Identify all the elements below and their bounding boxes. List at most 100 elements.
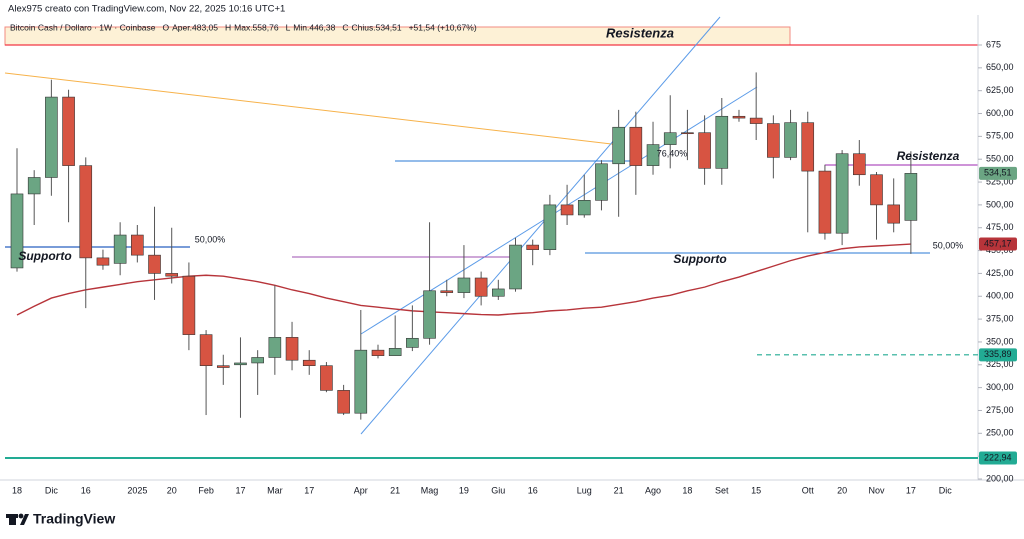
trend-line bbox=[4, 72, 621, 146]
annotation: 50,00% bbox=[933, 240, 964, 250]
candle-body bbox=[234, 362, 247, 366]
annotation: Supporto bbox=[18, 249, 71, 263]
legend-item: L bbox=[286, 22, 291, 32]
y-tick-label: 650,00 bbox=[986, 62, 1014, 72]
annotation: 50,00% bbox=[195, 234, 226, 244]
x-tick-label: Lug bbox=[577, 485, 592, 495]
candle-body bbox=[801, 122, 815, 172]
x-tick-label: Nov bbox=[868, 485, 885, 495]
channel-line bbox=[360, 16, 721, 435]
legend-item: Aper.483,05 bbox=[172, 22, 218, 32]
candle-body bbox=[440, 290, 454, 293]
candle-body bbox=[767, 123, 780, 158]
candle-body bbox=[646, 144, 660, 166]
logo-mark bbox=[18, 513, 24, 519]
moving-average bbox=[16, 243, 911, 316]
legend-item: Min.446,38 bbox=[293, 22, 335, 32]
x-tick-label: Mar bbox=[267, 485, 283, 495]
y-tick-label: 525,00 bbox=[986, 176, 1014, 186]
x-tick-label: 21 bbox=[614, 485, 624, 495]
x-tick-label: 17 bbox=[906, 485, 916, 495]
x-tick-label: 19 bbox=[459, 485, 469, 495]
price-label-box bbox=[979, 166, 1017, 180]
candle-body bbox=[835, 153, 849, 234]
candle-body bbox=[423, 290, 436, 339]
x-tick-label: 15 bbox=[751, 485, 761, 495]
legend-item: Chius.534,51 bbox=[352, 22, 402, 32]
candle-body bbox=[457, 277, 471, 293]
x-tick-label: Ott bbox=[802, 485, 815, 495]
annotation: Resistenza bbox=[897, 149, 960, 163]
legend-item: O bbox=[163, 22, 170, 32]
y-tick-label: 550,00 bbox=[986, 154, 1014, 164]
x-tick-label: 18 bbox=[682, 485, 692, 495]
annotation: 76,40% bbox=[657, 148, 688, 158]
candle-body bbox=[199, 334, 213, 366]
candle-body bbox=[612, 126, 625, 165]
candle-body bbox=[595, 163, 608, 201]
candle-body bbox=[96, 257, 110, 266]
y-tick-label: 675 bbox=[986, 39, 1001, 49]
candle-body bbox=[715, 115, 729, 169]
header: Alex975 creato con TradingView.com, Nov … bbox=[8, 4, 285, 15]
candle-body bbox=[148, 254, 161, 274]
candle-body bbox=[285, 337, 299, 361]
candle-body bbox=[749, 117, 763, 124]
x-tick-label: Set bbox=[715, 485, 729, 495]
y-tick-label: 325,00 bbox=[986, 359, 1014, 369]
candle-body bbox=[681, 132, 694, 135]
candle-body bbox=[474, 277, 488, 297]
price-label: 457,17 bbox=[984, 238, 1012, 248]
y-tick-label: 275,00 bbox=[986, 405, 1014, 415]
y-tick-label: 200,00 bbox=[986, 473, 1014, 483]
candle-body bbox=[45, 96, 58, 178]
y-tick-label: 625,00 bbox=[986, 85, 1014, 95]
candle-body bbox=[182, 275, 196, 335]
y-tick-label: 300,00 bbox=[986, 382, 1014, 392]
candle-body bbox=[371, 349, 385, 356]
logo-text: TradingView bbox=[33, 511, 115, 527]
candle-body bbox=[131, 234, 144, 256]
candle-body bbox=[560, 204, 574, 216]
x-tick-label: 16 bbox=[81, 485, 91, 495]
candle-body bbox=[526, 244, 540, 250]
y-tick-label: 350,00 bbox=[986, 336, 1014, 346]
candle-body bbox=[302, 359, 316, 366]
candle-body bbox=[577, 200, 591, 216]
candle-body bbox=[870, 174, 883, 206]
candle-body bbox=[887, 204, 900, 224]
candle-body bbox=[629, 126, 643, 166]
candle-body bbox=[251, 357, 264, 364]
logo: TradingView bbox=[6, 511, 115, 527]
legend-item: H bbox=[225, 22, 231, 32]
x-tick-label: Giu bbox=[491, 485, 505, 495]
price-label: 222,94 bbox=[984, 452, 1012, 462]
candle-body bbox=[543, 204, 557, 250]
x-tick-label: 17 bbox=[235, 485, 245, 495]
y-tick-label: 250,00 bbox=[986, 428, 1014, 438]
y-tick-label: 575,00 bbox=[986, 131, 1014, 141]
x-tick-label: Ago bbox=[645, 485, 661, 495]
x-tick-label: 17 bbox=[304, 485, 314, 495]
candle-body bbox=[354, 349, 368, 414]
x-tick-label: Feb bbox=[198, 485, 214, 495]
x-tick-label: Apr bbox=[354, 485, 368, 495]
candle-body bbox=[818, 170, 832, 234]
legend-item: Bitcoin Cash / Dollaro · 1W · Coinbase bbox=[10, 22, 156, 32]
candle-body bbox=[320, 365, 333, 391]
candle-body bbox=[406, 337, 419, 348]
candle-body bbox=[337, 390, 350, 414]
candle-body bbox=[165, 273, 179, 277]
y-tick-label: 425,00 bbox=[986, 268, 1014, 278]
x-tick-label: 20 bbox=[837, 485, 847, 495]
logo-mark bbox=[6, 514, 18, 518]
price-label-box bbox=[979, 348, 1017, 362]
logo-mark bbox=[9, 514, 16, 525]
candle-body bbox=[509, 244, 522, 290]
price-label-box bbox=[979, 451, 1017, 465]
x-tick-label: 16 bbox=[528, 485, 538, 495]
y-tick-label: 375,00 bbox=[986, 313, 1014, 323]
annotation: Resistenza bbox=[606, 25, 674, 40]
candle-body bbox=[784, 122, 797, 158]
candle-body bbox=[732, 115, 746, 119]
